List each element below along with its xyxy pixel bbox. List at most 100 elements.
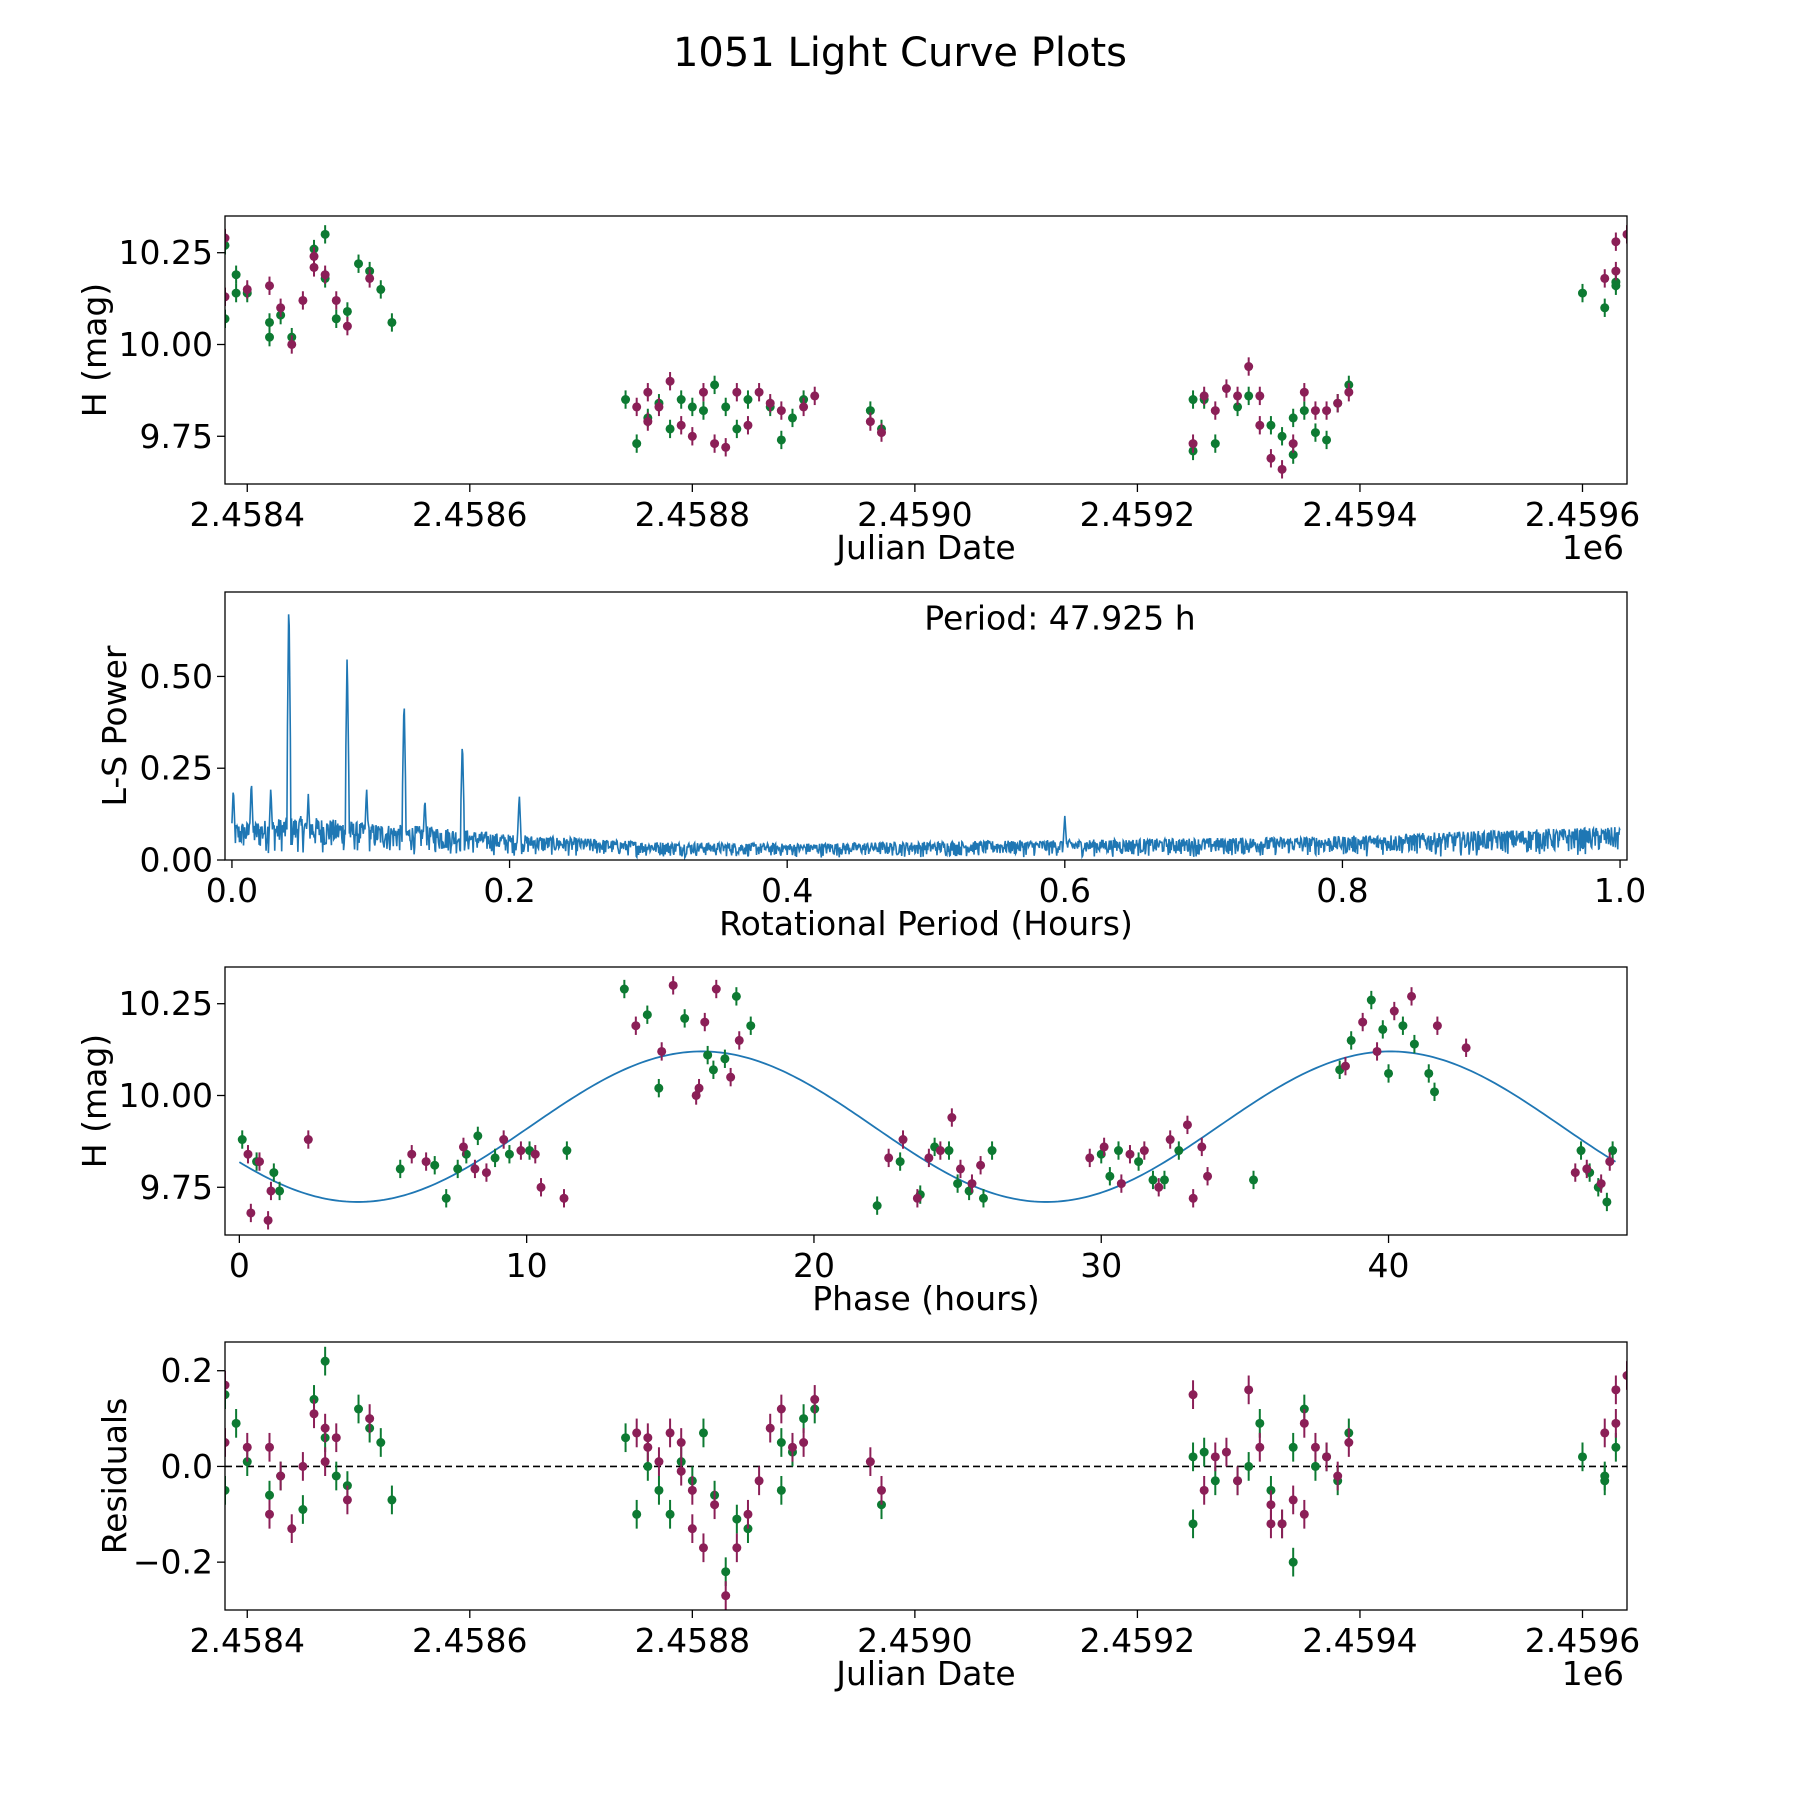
light-curve-point-magenta: [265, 281, 275, 291]
light-curve-point-green: [1299, 406, 1309, 416]
phase-point-magenta: [1165, 1135, 1175, 1145]
light-curve-point-green: [1611, 277, 1621, 287]
light-curve-point-magenta: [365, 273, 375, 283]
light-curve-point-green: [687, 402, 697, 412]
light-curve-point-magenta: [309, 262, 319, 272]
residuals-point-magenta: [810, 1394, 820, 1404]
phase-point-green: [275, 1186, 285, 1196]
phase-y-tick-label: 10.00: [119, 1076, 213, 1115]
residuals-point-green: [231, 1418, 241, 1428]
phase-point-green: [395, 1164, 405, 1174]
phase-x-tick-label: 20: [793, 1246, 835, 1285]
light-curve-point-magenta: [1299, 387, 1309, 397]
periodogram-line: [231, 614, 1621, 860]
light-curve-point-green: [1244, 391, 1254, 401]
phase-panel: 0 10 20 30 40 9.75 10.00 10.25 Phase (hours) H…: [75, 966, 1628, 1318]
residuals-x-tick-label: 2.4594: [1302, 1621, 1417, 1660]
light-curve-point-green: [1188, 395, 1198, 405]
residuals-point-magenta: [225, 1438, 230, 1447]
residuals-point-magenta: [1310, 1442, 1320, 1452]
figure-title: 1051 Light Curve Plots: [673, 30, 1127, 76]
light-curve-y-tick-label: 10.25: [119, 233, 213, 272]
residuals-point-magenta: [1299, 1418, 1309, 1428]
phase-point-magenta: [967, 1179, 977, 1189]
residuals-x-tick-label: 2.4586: [412, 1621, 527, 1660]
light-curve-point-magenta: [1600, 273, 1610, 283]
light-curve-point-magenta: [676, 420, 686, 430]
phase-point-green: [1134, 1157, 1144, 1167]
residuals-point-green: [698, 1428, 708, 1438]
residuals-panel: 2.4584 2.4586 2.4588 2.4590 2.4592 2.4594 2.45…: [95, 1341, 1640, 1693]
residuals-point-green: [654, 1485, 664, 1495]
phase-point-magenta: [303, 1135, 313, 1145]
light-curve-point-green: [710, 380, 720, 390]
residuals-point-magenta: [331, 1433, 341, 1443]
phase-point-magenta: [657, 1046, 667, 1056]
phase-point-green: [978, 1193, 988, 1203]
phase-point-green: [1366, 995, 1376, 1005]
light-curve-point-green: [320, 229, 330, 239]
residuals-point-magenta: [1611, 1385, 1621, 1395]
light-curve-point-magenta: [654, 402, 664, 412]
periodogram-x-tick-label: 1.0: [1594, 871, 1646, 910]
phase-point-magenta: [947, 1113, 957, 1123]
residuals-point-magenta: [732, 1543, 742, 1553]
light-curve-point-magenta: [320, 270, 330, 280]
residuals-point-green: [1199, 1447, 1209, 1457]
phase-x-label: Phase (hours): [812, 1279, 1040, 1318]
residuals-point-magenta: [287, 1524, 297, 1534]
residuals-point-magenta: [1344, 1438, 1354, 1447]
periodogram-y-tick-label: 0.50: [140, 657, 213, 696]
residuals-marks: [225, 1346, 1627, 1610]
phase-point-magenta: [955, 1164, 965, 1174]
light-curve-panel: 2.4584 2.4586 2.4588 2.4590 2.4592 2.4594 2.45…: [75, 215, 1640, 567]
residuals-point-magenta: [765, 1423, 775, 1433]
residuals-y-label: Residuals: [95, 1398, 134, 1555]
residuals-point-magenta: [265, 1509, 275, 1519]
phase-point-magenta: [1182, 1120, 1192, 1130]
residuals-point-magenta: [1600, 1428, 1610, 1438]
residuals-point-magenta: [225, 1380, 230, 1390]
residuals-point-magenta: [309, 1409, 319, 1419]
phase-point-green: [1148, 1175, 1158, 1185]
residuals-x-tick-label: 2.4588: [635, 1621, 750, 1660]
phase-x-ticks: 0 10 20 30 40: [229, 1235, 1410, 1285]
light-curve-point-magenta: [810, 391, 820, 401]
phase-point-magenta: [1139, 1146, 1149, 1156]
phase-point-magenta: [1407, 991, 1417, 1001]
phase-point-green: [953, 1179, 963, 1189]
phase-point-magenta: [1340, 1061, 1350, 1071]
phase-point-green: [619, 984, 629, 994]
phase-y-label: H (mag): [75, 1034, 114, 1168]
residuals-point-green: [621, 1433, 631, 1443]
light-curve-point-green: [265, 317, 275, 327]
residuals-point-magenta: [342, 1495, 352, 1505]
light-curve-point-magenta: [643, 387, 653, 397]
residuals-point-magenta: [643, 1433, 653, 1443]
light-curve-point-magenta: [1622, 229, 1627, 239]
phase-point-green: [642, 1010, 652, 1020]
residuals-point-magenta: [743, 1509, 753, 1519]
residuals-point-green: [776, 1438, 786, 1447]
phase-y-tick-label: 9.75: [140, 1168, 213, 1207]
phase-point-green: [1409, 1039, 1419, 1049]
residuals-point-magenta: [1199, 1485, 1209, 1495]
light-curve-point-green: [1210, 439, 1220, 449]
phase-point-magenta: [536, 1182, 546, 1192]
phase-point-green: [680, 1013, 690, 1023]
light-curve-point-magenta: [776, 406, 786, 416]
light-curve-frame: [224, 215, 1628, 485]
residuals-point-magenta: [687, 1524, 697, 1534]
phase-point-magenta: [884, 1153, 894, 1163]
light-curve-point-magenta: [276, 303, 286, 313]
light-curve-point-green: [265, 332, 275, 342]
light-curve-point-magenta: [1322, 406, 1332, 416]
phase-point-magenta: [1188, 1193, 1198, 1203]
residuals-point-green: [1244, 1461, 1254, 1471]
light-curve-point-green: [1288, 450, 1298, 460]
residuals-y-ticks: −0.2 0.0 0.2: [133, 1351, 225, 1582]
residuals-y-tick-label: −0.2: [133, 1543, 213, 1582]
phase-point-magenta: [516, 1146, 526, 1156]
phase-point-magenta: [1461, 1043, 1471, 1053]
